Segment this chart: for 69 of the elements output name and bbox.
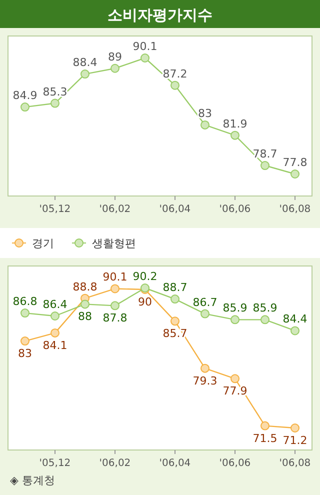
data-label: 83 (198, 106, 212, 120)
point (200, 120, 210, 130)
data-label: 84.9 (12, 89, 38, 102)
data-label: 79.3 (192, 374, 218, 388)
data-label: 83 (18, 347, 32, 360)
point (170, 80, 180, 90)
point (140, 54, 150, 62)
legend-label: 생활형편 (92, 237, 136, 250)
x-tick-label: '06,02 (99, 204, 131, 215)
point (200, 309, 210, 318)
point (20, 308, 30, 318)
data-label: 87.8 (102, 312, 128, 325)
point (170, 316, 180, 326)
data-label: 85.9 (222, 302, 248, 315)
point (260, 421, 270, 430)
point (230, 130, 240, 140)
x-tick-label: '06,06 (219, 204, 251, 215)
x-tick-label: '06,06 (219, 458, 251, 469)
point (200, 364, 210, 373)
point (20, 336, 30, 346)
data-label: 71.2 (282, 434, 308, 447)
point (50, 312, 60, 320)
point (290, 326, 300, 336)
data-label: 77.8 (282, 156, 308, 169)
point (80, 70, 90, 79)
point (110, 301, 120, 310)
data-label: 86.4 (42, 298, 68, 311)
legend-label: 경기 (32, 237, 54, 250)
data-label: 88 (78, 310, 92, 324)
x-tick-label: '06,04 (159, 204, 191, 215)
point (170, 294, 180, 304)
chart-title: 소비자평가지수 (108, 6, 212, 24)
data-label: 90 (138, 295, 152, 308)
x-tick-label: '06,04 (159, 458, 191, 469)
text: ◈ 통계청 (10, 474, 55, 487)
data-label: 81.9 (222, 117, 248, 130)
point (260, 315, 270, 324)
x-tick-label: '06,08 (279, 204, 311, 215)
x-tick-label: '06,02 (99, 458, 131, 469)
point (50, 98, 60, 108)
point (260, 161, 270, 170)
data-label: 89 (108, 50, 122, 64)
point (290, 170, 300, 178)
point (230, 315, 240, 324)
point (290, 424, 300, 432)
x-tick-label: '06,08 (279, 458, 311, 469)
data-label: 85.3 (42, 85, 68, 98)
data-label: 88.8 (72, 280, 98, 294)
point (110, 64, 120, 73)
data-label: 71.5 (252, 432, 278, 445)
data-label: 88.7 (162, 281, 188, 294)
x-tick-label: '05,12 (39, 458, 71, 469)
data-label: 84.1 (42, 338, 68, 352)
data-label: 88.4 (72, 56, 98, 70)
data-label: 85.9 (252, 302, 278, 315)
point (80, 300, 90, 309)
point (20, 102, 30, 112)
point (110, 284, 120, 294)
data-label: 86.7 (192, 296, 218, 309)
data-label: 86.8 (12, 295, 38, 308)
data-label: 87.2 (162, 67, 188, 80)
data-label: 84.4 (282, 312, 308, 326)
data-label: 90.1 (132, 40, 158, 53)
x-tick-label: '05,12 (39, 204, 71, 215)
point (50, 328, 60, 338)
data-label: 78.7 (252, 148, 278, 161)
point (230, 374, 240, 384)
data-label: 90.2 (132, 270, 158, 283)
data-label: 90.1 (102, 270, 128, 284)
